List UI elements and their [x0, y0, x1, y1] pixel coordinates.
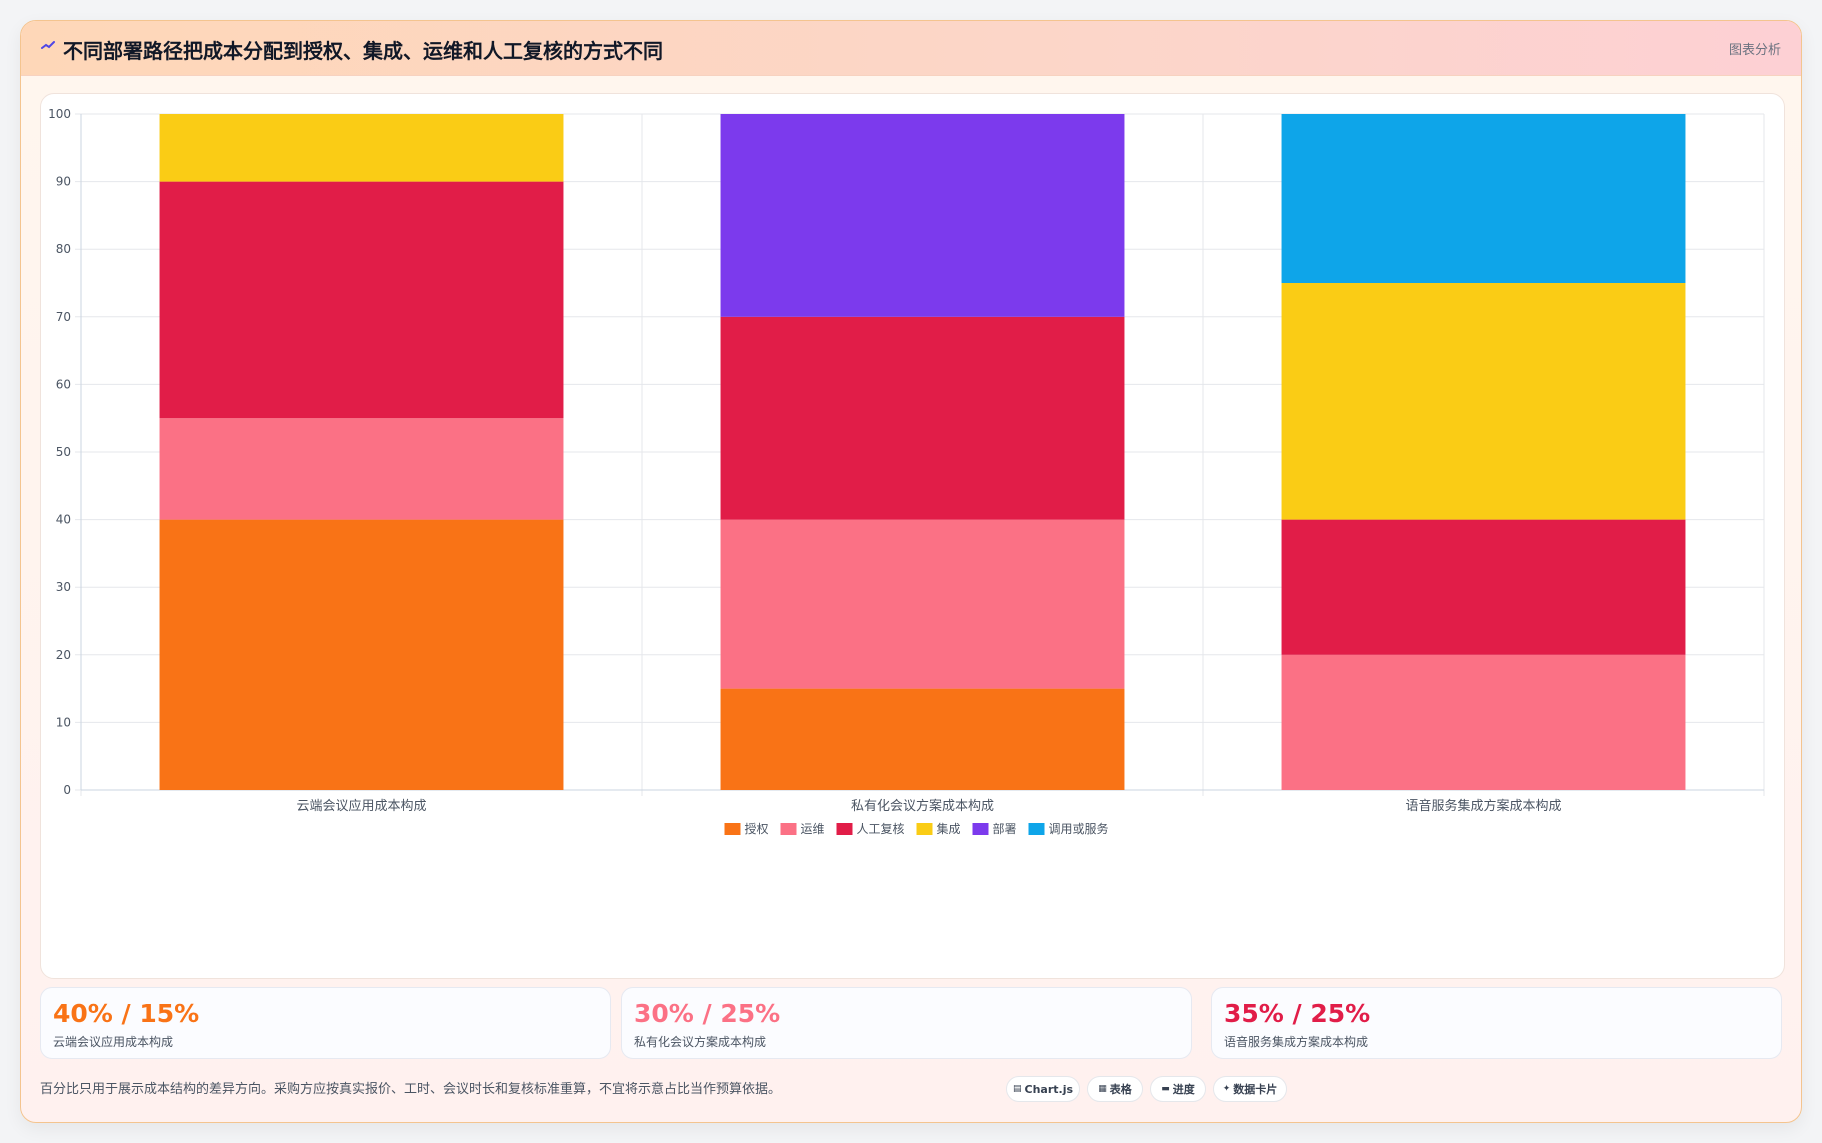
chartjs-view-label: Chart.js — [1024, 1082, 1074, 1096]
stat-value: 35% / 25% — [1224, 999, 1371, 1028]
y-tick-label: 70 — [56, 310, 71, 324]
legend-label: 调用或服务 — [1049, 821, 1109, 836]
stat-card-private: 30% / 25% 私有化会议方案成本构成 — [621, 987, 1192, 1059]
legend-swatch — [972, 823, 989, 835]
y-tick-label: 50 — [56, 445, 71, 459]
data-card-view-label: 数据卡片 — [1233, 1083, 1278, 1096]
bar-segment — [720, 114, 1125, 317]
progress-view-button[interactable]: ▬ 进度 — [1150, 1076, 1206, 1102]
stat-value: 30% / 25% — [634, 999, 781, 1028]
x-tick-label: 语音服务集成方案成本构成 — [1405, 798, 1561, 814]
stat-card-voice: 35% / 25% 语音服务集成方案成本构成 — [1211, 987, 1782, 1059]
footnote: 百分比只用于展示成本结构的差异方向。采购方应按真实报价、工时、会议时长和复核标准… — [40, 1082, 782, 1097]
table-icon: ▦ — [1098, 1084, 1107, 1094]
bar-segment — [159, 418, 564, 520]
bar-segment — [1281, 519, 1686, 655]
legend-swatch — [836, 823, 853, 835]
progress-view-label: 进度 — [1172, 1083, 1195, 1096]
legend-label: 部署 — [993, 821, 1017, 836]
x-tick-label: 私有化会议方案成本构成 — [851, 798, 994, 814]
table-view-label: 表格 — [1109, 1083, 1132, 1096]
y-tick-label: 60 — [56, 377, 71, 391]
y-tick-label: 90 — [56, 175, 71, 189]
trend-line-icon — [41, 41, 55, 49]
table-view-button[interactable]: ▦ 表格 — [1087, 1076, 1143, 1102]
chartjs-view-button[interactable]: ▤ Chart.js — [1006, 1076, 1080, 1102]
y-tick-label: 20 — [56, 648, 71, 662]
stat-label: 云端会议应用成本构成 — [53, 1035, 174, 1049]
y-tick-label: 100 — [48, 107, 71, 121]
legend-swatch — [1028, 823, 1045, 835]
y-tick-label: 0 — [63, 783, 71, 797]
bar-segment — [159, 519, 564, 790]
stat-card-cloud: 40% / 15% 云端会议应用成本构成 — [40, 987, 611, 1059]
stat-value: 40% / 15% — [53, 999, 200, 1028]
sparkle-icon: ✦ — [1222, 1084, 1231, 1094]
bar-segment — [159, 181, 564, 419]
bar-segment — [720, 519, 1125, 689]
y-tick-label: 40 — [56, 513, 71, 527]
legend-swatch — [780, 823, 797, 835]
bar-segment — [1281, 283, 1686, 520]
data-card-view-button[interactable]: ✦ 数据卡片 — [1213, 1076, 1287, 1102]
y-tick-label: 80 — [56, 242, 71, 256]
legend-label: 授权 — [745, 821, 769, 836]
x-tick-label: 云端会议应用成本构成 — [296, 798, 426, 814]
bar-segment — [159, 114, 564, 182]
chart-title: 不同部署路径把成本分配到授权、集成、运维和人工复核的方式不同 — [63, 39, 663, 63]
progress-icon: ▬ — [1161, 1084, 1170, 1094]
y-tick-label: 10 — [56, 715, 71, 729]
card-header: 不同部署路径把成本分配到授权、集成、运维和人工复核的方式不同 图表分析 — [21, 21, 1801, 76]
chart-card: 不同部署路径把成本分配到授权、集成、运维和人工复核的方式不同 图表分析 0 10 2… — [20, 20, 1802, 1123]
chart-analysis-link[interactable]: 图表分析 — [1728, 43, 1781, 58]
bar-segment — [1281, 114, 1686, 283]
bar-segment — [720, 688, 1125, 790]
bar-segment — [720, 316, 1125, 520]
legend-swatch — [724, 823, 741, 835]
y-tick-label: 30 — [56, 580, 71, 594]
legend-label: 运维 — [801, 822, 825, 836]
legend-label: 集成 — [937, 821, 961, 836]
legend-label: 人工复核 — [857, 822, 905, 836]
legend-swatch — [916, 823, 933, 835]
stacked-bar-chart: 0 10 20 30 40 50 60 70 80 90 100 云端会议应用成本构成 私有化会议方案成… — [48, 107, 1765, 836]
stat-label: 语音服务集成方案成本构成 — [1224, 1035, 1369, 1049]
bar-segment — [1281, 654, 1686, 790]
stat-label: 私有化会议方案成本构成 — [634, 1035, 767, 1049]
chart-panel: 0 10 20 30 40 50 60 70 80 90 100 云端会议应用成本构成 私有化会议方案成… — [40, 93, 1785, 979]
chart-icon: ▤ — [1012, 1084, 1022, 1094]
